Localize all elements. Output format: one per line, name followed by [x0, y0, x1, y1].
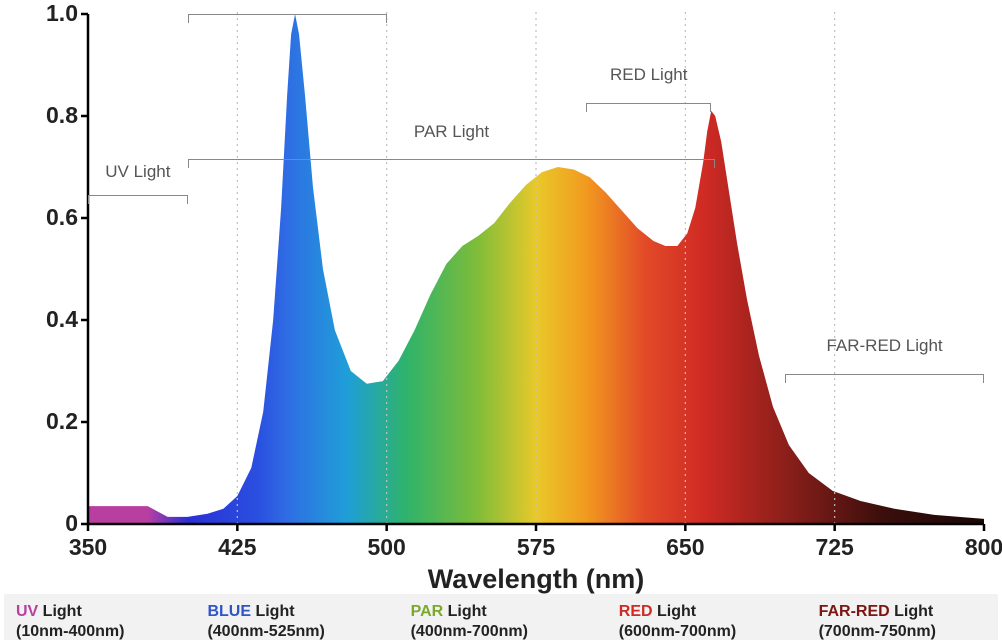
legend-name: FAR-RED [819, 603, 890, 620]
legend-item: FAR-RED Light (700nm-750nm) [807, 594, 998, 640]
x-axis-title: Wavelength (nm) [88, 564, 984, 595]
legend-range: (10nm-400nm) [16, 622, 183, 642]
legend-range: (600nm-700nm) [619, 622, 795, 642]
x-tick-label: 650 [655, 534, 715, 561]
region-bracket [88, 195, 188, 204]
legend-name: BLUE [207, 603, 251, 620]
region-bracket [188, 159, 716, 168]
legend-name: UV [16, 603, 38, 620]
legend-suffix: Light [890, 603, 934, 620]
x-tick-label: 575 [506, 534, 566, 561]
spectrum-chart-figure: Wavelength (nm) UV Light (10nm-400nm) BLUE… [0, 0, 1002, 644]
legend-bar: UV Light (10nm-400nm) BLUE Light (400nm-525… [4, 594, 998, 640]
x-tick-label: 425 [207, 534, 267, 561]
y-tick-label: 0.2 [28, 408, 78, 435]
region-label: RED Light [610, 65, 687, 85]
region-bracket [586, 103, 711, 112]
legend-item: RED Light (600nm-700nm) [607, 594, 807, 640]
region-bracket [785, 374, 984, 383]
legend-range: (400nm-700nm) [411, 622, 595, 642]
legend-range: (700nm-750nm) [819, 622, 986, 642]
legend-suffix: Light [653, 603, 697, 620]
region-label: FAR-RED Light [826, 336, 942, 356]
legend-range: (400nm-525nm) [207, 622, 386, 642]
y-tick-label: 0.6 [28, 204, 78, 231]
region-label: PAR Light [414, 122, 489, 142]
region-bracket [188, 14, 387, 23]
y-tick-label: 0.8 [28, 102, 78, 129]
legend-item: UV Light (10nm-400nm) [4, 594, 195, 640]
legend-name: RED [619, 603, 653, 620]
y-tick-label: 1.0 [28, 0, 78, 27]
x-tick-label: 350 [58, 534, 118, 561]
legend-item: BLUE Light (400nm-525nm) [195, 594, 398, 640]
legend-suffix: Light [251, 603, 295, 620]
x-tick-label: 800 [954, 534, 1002, 561]
y-tick-label: 0.4 [28, 306, 78, 333]
region-label: UV Light [105, 162, 170, 182]
x-tick-label: 500 [357, 534, 417, 561]
legend-name: PAR [411, 603, 444, 620]
x-tick-label: 725 [805, 534, 865, 561]
legend-item: PAR Light (400nm-700nm) [399, 594, 607, 640]
legend-suffix: Light [38, 603, 82, 620]
legend-suffix: Light [443, 603, 487, 620]
